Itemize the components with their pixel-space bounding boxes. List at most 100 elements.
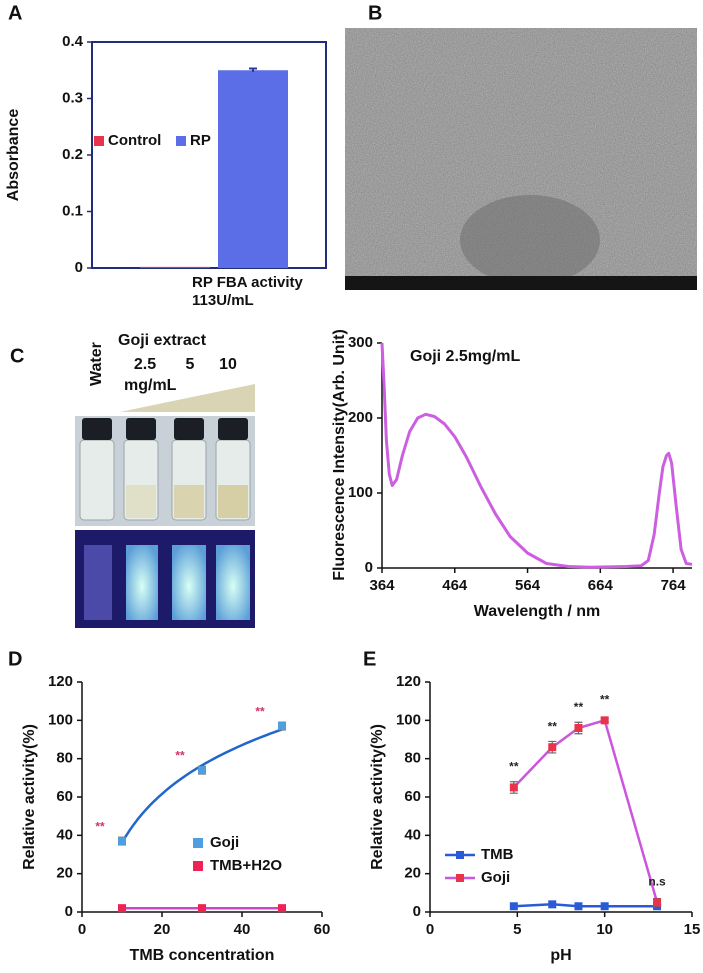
sem-image (345, 28, 697, 290)
legend-swatch (193, 838, 203, 848)
marker (198, 904, 206, 913)
marker (118, 904, 126, 913)
y-axis-label: Fluorescence Intensity(Arb. Unit) (331, 329, 348, 581)
y-tick-label: 0.4 (62, 33, 84, 50)
y-tick-label: 300 (348, 334, 373, 351)
panel-label: C (10, 345, 24, 367)
uv-photo (75, 530, 255, 628)
legend-label: RP (190, 132, 211, 149)
series-line (513, 903, 658, 908)
vial-photo (75, 416, 255, 526)
y-tick-label: 60 (404, 788, 421, 805)
legend-swatch (94, 136, 104, 146)
point-label: ** (175, 748, 185, 762)
y-tick-label: 100 (48, 711, 73, 728)
bar (218, 70, 288, 268)
photo-title: Goji extract (118, 332, 207, 349)
annotation: Goji 2.5mg/mL (410, 348, 520, 365)
legend-label: TMB+H2O (210, 857, 282, 874)
marker (509, 783, 518, 792)
x-tick-label: 364 (369, 577, 395, 594)
legend-swatch (176, 136, 186, 146)
marker (653, 898, 662, 907)
y-tick-label: 80 (404, 750, 421, 767)
x-axis-label: pH (550, 947, 571, 964)
x-axis-label: Wavelength / nm (474, 603, 601, 620)
panel-label: D (8, 648, 22, 670)
marker (548, 743, 557, 752)
y-tick-label: 100 (348, 484, 373, 501)
x-tick-label: 0 (78, 921, 86, 938)
marker (574, 724, 583, 732)
marker (600, 902, 609, 911)
concentration: 5 (186, 356, 195, 373)
point-label: ** (95, 819, 105, 833)
y-tick-label: 0 (75, 259, 83, 276)
y-tick-label: 200 (348, 409, 373, 426)
fit-line (120, 728, 283, 844)
spectrum-line (380, 342, 693, 569)
y-tick-label: 0 (65, 903, 73, 920)
x-tick-label: 0 (426, 921, 434, 938)
point-label: n.s (648, 875, 666, 889)
point-label: ** (548, 719, 558, 733)
point-label: ** (600, 693, 610, 707)
point-label: ** (574, 700, 584, 714)
y-tick-label: 100 (396, 711, 421, 728)
y-tick-label: 0.1 (62, 202, 83, 219)
panel-label: B (368, 2, 382, 24)
x-tick-label: 60 (314, 921, 331, 938)
y-tick-label: 120 (396, 673, 421, 690)
category-note: 113U/mL (192, 292, 254, 309)
marker (278, 722, 286, 731)
x-tick-label: 20 (154, 921, 171, 938)
y-tick-label: 0.3 (62, 89, 83, 106)
point-label: ** (255, 704, 265, 718)
concentration: 2.5 (134, 356, 156, 373)
y-tick-label: 40 (56, 826, 73, 843)
marker (600, 716, 609, 725)
legend-label: Goji (481, 869, 510, 886)
y-axis-label: Relative activity(%) (369, 724, 386, 870)
x-tick-label: 664 (588, 577, 614, 594)
legend-swatch (456, 851, 464, 859)
y-tick-label: 20 (56, 865, 73, 882)
y-tick-label: 80 (56, 750, 73, 767)
x-tick-label: 5 (513, 921, 521, 938)
x-tick-label: 15 (684, 921, 701, 938)
marker (574, 902, 583, 911)
y-tick-label: 120 (48, 673, 73, 690)
x-tick-label: 10 (596, 921, 613, 938)
panel-label: E (363, 648, 376, 670)
legend-swatch (193, 861, 203, 871)
control-label: Water (88, 342, 105, 386)
y-tick-label: 20 (404, 865, 421, 882)
x-axis-label: TMB concentration (130, 947, 275, 964)
unit: mg/mL (124, 377, 177, 394)
legend-label: Goji (210, 834, 239, 851)
marker (118, 837, 126, 846)
plot-frame (91, 41, 327, 269)
y-tick-label: 0 (365, 559, 373, 576)
concentration: 10 (219, 356, 237, 373)
y-tick-label: 40 (404, 826, 421, 843)
legend-swatch (456, 874, 464, 882)
x-tick-label: 464 (442, 577, 468, 594)
y-tick-label: 0 (413, 903, 421, 920)
error-bar (249, 67, 257, 72)
legend-label: TMB (481, 846, 514, 863)
y-axis-label: Absorbance (5, 109, 22, 202)
bar (140, 266, 210, 268)
series-line (512, 718, 659, 903)
y-tick-label: 60 (56, 788, 73, 805)
panel-label: A (8, 2, 22, 24)
marker (198, 766, 206, 775)
x-tick-label: 564 (515, 577, 541, 594)
y-axis-label: Relative activity(%) (21, 724, 38, 870)
marker (509, 902, 518, 911)
point-label: ** (509, 760, 519, 774)
marker (278, 904, 286, 913)
marker (548, 900, 557, 909)
